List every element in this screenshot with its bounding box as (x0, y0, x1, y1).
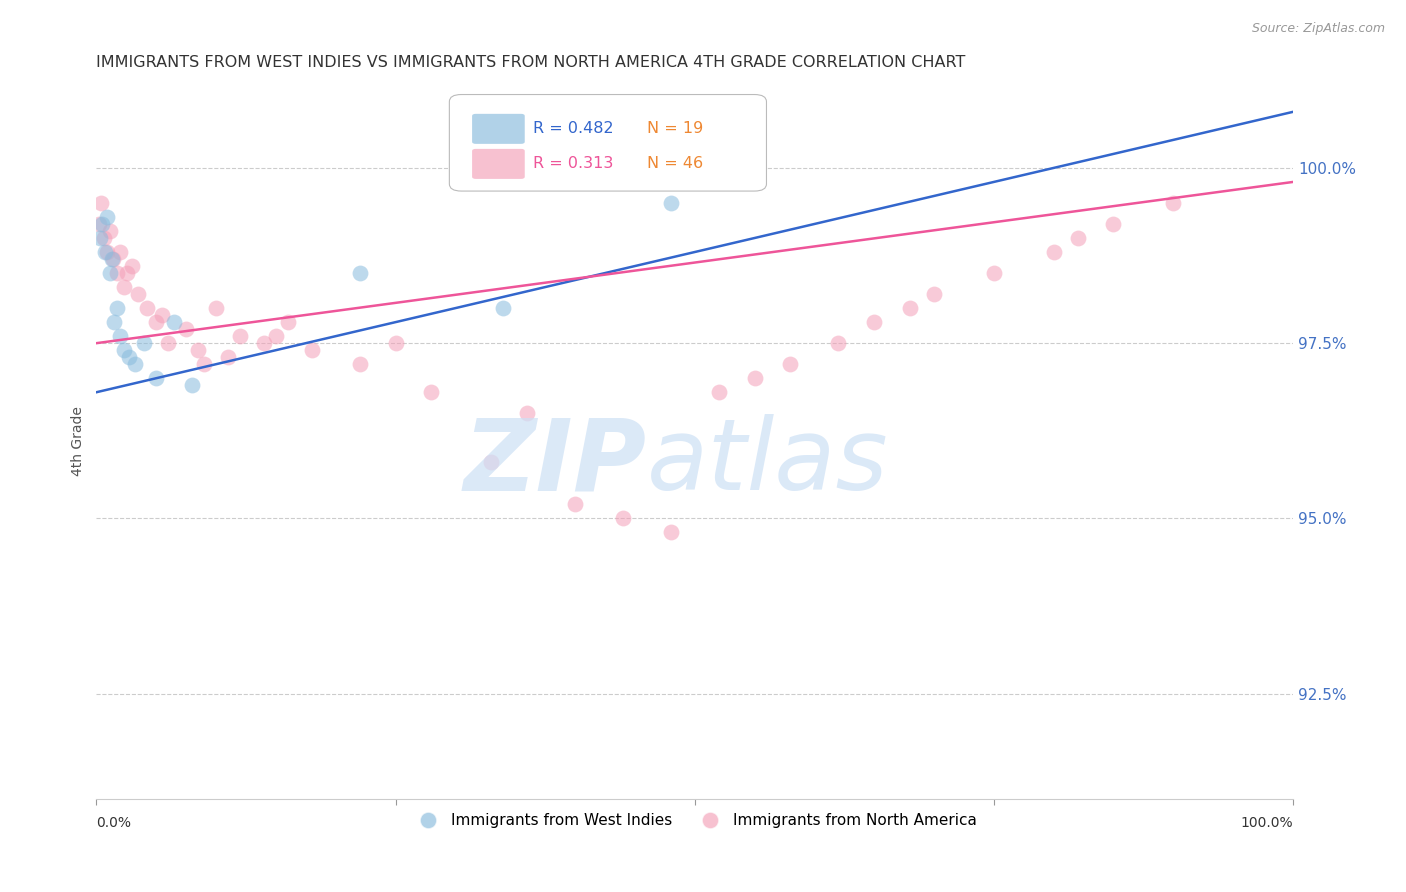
Point (277, 315, 299, 329)
Text: atlas: atlas (647, 414, 889, 511)
Point (301, 343, 323, 358)
Text: R = 0.482: R = 0.482 (533, 120, 614, 136)
Text: 0.0%: 0.0% (97, 816, 131, 830)
Point (1042, 245, 1064, 260)
Text: IMMIGRANTS FROM WEST INDIES VS IMMIGRANTS FROM NORTH AMERICA 4TH GRADE CORRELATI: IMMIGRANTS FROM WEST INDIES VS IMMIGRANT… (97, 55, 966, 70)
Point (349, 266, 371, 280)
Point (420, 385, 443, 400)
Point (89, 231, 111, 245)
Point (1102, 217, 1125, 231)
Point (612, 511, 634, 525)
Point (112, 280, 135, 294)
Point (117, 266, 139, 280)
Point (96, 210, 118, 224)
Point (264, 329, 287, 343)
Point (863, 315, 886, 329)
Point (110, 329, 132, 343)
Text: N = 19: N = 19 (647, 120, 703, 136)
Point (127, 287, 149, 301)
Text: N = 46: N = 46 (647, 156, 703, 170)
Point (105, 301, 128, 315)
Point (193, 357, 215, 371)
FancyBboxPatch shape (450, 95, 766, 191)
Point (827, 336, 849, 351)
Point (492, 301, 515, 315)
Point (779, 357, 801, 371)
Point (205, 301, 228, 315)
Point (145, 371, 167, 385)
FancyBboxPatch shape (472, 149, 524, 179)
Point (110, 245, 132, 260)
Legend: Immigrants from West Indies, Immigrants from North America: Immigrants from West Indies, Immigrants … (406, 807, 983, 834)
Point (229, 329, 252, 343)
Point (105, 266, 128, 280)
Point (121, 259, 143, 273)
Point (1066, 231, 1088, 245)
Point (479, 455, 502, 469)
Text: ZIP: ZIP (464, 414, 647, 511)
Point (98, 224, 121, 238)
Point (124, 357, 146, 371)
Point (384, 336, 406, 351)
Point (174, 322, 197, 336)
Point (96, 245, 118, 260)
Point (983, 266, 1005, 280)
Point (145, 315, 167, 329)
Point (90, 196, 112, 211)
Text: R = 0.313: R = 0.313 (533, 156, 613, 170)
Point (516, 406, 538, 420)
Point (98, 266, 121, 280)
Point (744, 371, 766, 385)
Point (150, 308, 173, 322)
Point (163, 315, 186, 329)
Point (898, 301, 921, 315)
Point (181, 378, 204, 392)
Point (349, 357, 371, 371)
Point (564, 497, 586, 511)
Point (101, 252, 124, 266)
Point (253, 336, 276, 351)
Point (93, 231, 115, 245)
Text: 100.0%: 100.0% (1240, 816, 1294, 830)
Point (135, 301, 157, 315)
Point (134, 336, 156, 351)
Point (93, 245, 115, 260)
Point (922, 287, 945, 301)
Point (157, 336, 180, 351)
Point (1163, 196, 1185, 211)
Point (659, 525, 682, 540)
FancyBboxPatch shape (472, 114, 524, 144)
Point (87, 217, 110, 231)
Point (112, 343, 135, 358)
Point (187, 343, 209, 358)
Y-axis label: 4th Grade: 4th Grade (72, 407, 86, 476)
Point (91, 217, 114, 231)
Point (103, 315, 125, 329)
Text: Source: ZipAtlas.com: Source: ZipAtlas.com (1251, 22, 1385, 36)
Point (707, 385, 730, 400)
Point (217, 350, 239, 364)
Point (101, 252, 124, 266)
Point (118, 350, 141, 364)
Point (659, 196, 682, 211)
